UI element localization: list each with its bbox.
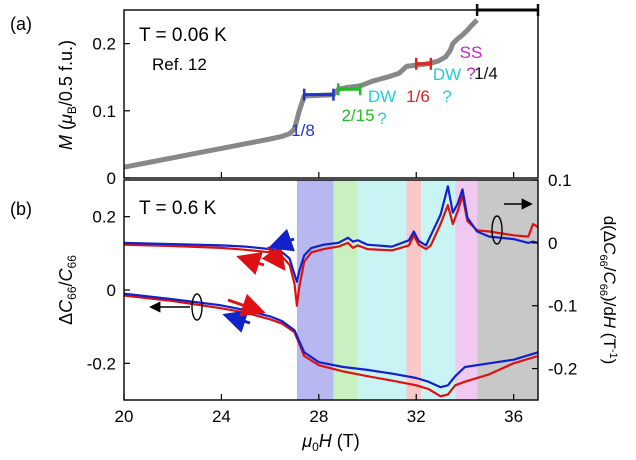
- panel-b-ytick-left-label-1: 0: [107, 281, 116, 300]
- phase-label-2: DW: [433, 65, 461, 84]
- shaded-region-5: [455, 180, 478, 400]
- panel-b-ytick-left-label-2: 0.2: [92, 208, 116, 227]
- panel-b-ylabel-left: ΔC66/C66: [56, 255, 79, 325]
- left-axis-loop-icon: [191, 293, 203, 321]
- series-right-up: [123, 194, 539, 307]
- phase-label-3: ?: [442, 87, 451, 106]
- series-right-down: [123, 185, 539, 283]
- panel-b-ytick-right-label-2: 0: [548, 234, 557, 253]
- panel-b-xtick-label-2: 28: [309, 407, 328, 426]
- panel-b-xtick-label-4: 36: [504, 407, 523, 426]
- panel-b-xlabel: μ0H (T): [301, 431, 360, 454]
- panel-a: (a) 1/8 2/15 1/6 1/4 DW? DW? SS? M (μB/0.5 f.u…: [10, 4, 540, 179]
- panel-b-ytick-right-label-0: -0.2: [548, 360, 577, 379]
- shaded-region-1: [333, 180, 358, 400]
- phase-label-5: ?: [466, 64, 475, 83]
- red-up-sweep-arrow-lower: [227, 293, 266, 317]
- blue-sweep-arrow-upper: [268, 228, 295, 252]
- phase-label-0: DW: [368, 87, 396, 106]
- panel-a-ytick-label-0: 0: [107, 169, 116, 188]
- panel-b-xtick-label-0: 20: [115, 407, 134, 426]
- shaded-region-2: [357, 180, 407, 400]
- panel-a-reference: Ref. 12: [152, 55, 207, 74]
- phase-label-1: ?: [377, 109, 386, 128]
- panel-b-ytick-right-label-1: -0.1: [548, 297, 577, 316]
- panel-b-ylabel-right: d(ΔC66/C66)/dH (T-1): [597, 216, 619, 365]
- phase-shaded-regions: [296, 180, 538, 400]
- panel-a-tag: (a): [10, 14, 32, 34]
- panel-b-tag: (b): [10, 199, 32, 219]
- panel-b-xtick-label-3: 32: [407, 407, 426, 426]
- blue-down-sweep-arrow: [222, 310, 251, 333]
- panel-b-xtick-label-1: 24: [212, 407, 231, 426]
- plateau-0-label: 1/8: [291, 121, 315, 140]
- panel-a-ytick-label-1: 0.1: [92, 102, 116, 121]
- magnetization-curve: [123, 18, 479, 170]
- red-up-sweep-arrow: [236, 252, 265, 275]
- shaded-region-3: [406, 180, 422, 400]
- right-axis-loop-icon: [491, 215, 503, 245]
- phase-label-4: SS: [460, 43, 483, 62]
- plateau-2-label: 1/6: [406, 87, 430, 106]
- panel-b-ytick-right-label-3: 0.1: [548, 171, 572, 190]
- panel-b-ytick-left-label-0: -0.2: [87, 354, 116, 373]
- panel-a-temperature: T = 0.06 K: [139, 25, 227, 46]
- plateau-3-label: 1/4: [474, 64, 498, 83]
- panel-a-ylabel: M (μB/0.5 f.u.): [56, 40, 79, 150]
- panel-a-frame: [123, 9, 539, 179]
- panel-a-ytick-label-2: 0.2: [92, 35, 116, 54]
- panel-b-temperature: T = 0.6 K: [139, 198, 217, 219]
- shaded-region-4: [421, 180, 456, 400]
- panel-b: (b) T = 0.6 K ΔC66/C66 d(ΔC66/C66)/dH (T…: [10, 179, 619, 454]
- plateau-1-label: 2/15: [341, 106, 374, 125]
